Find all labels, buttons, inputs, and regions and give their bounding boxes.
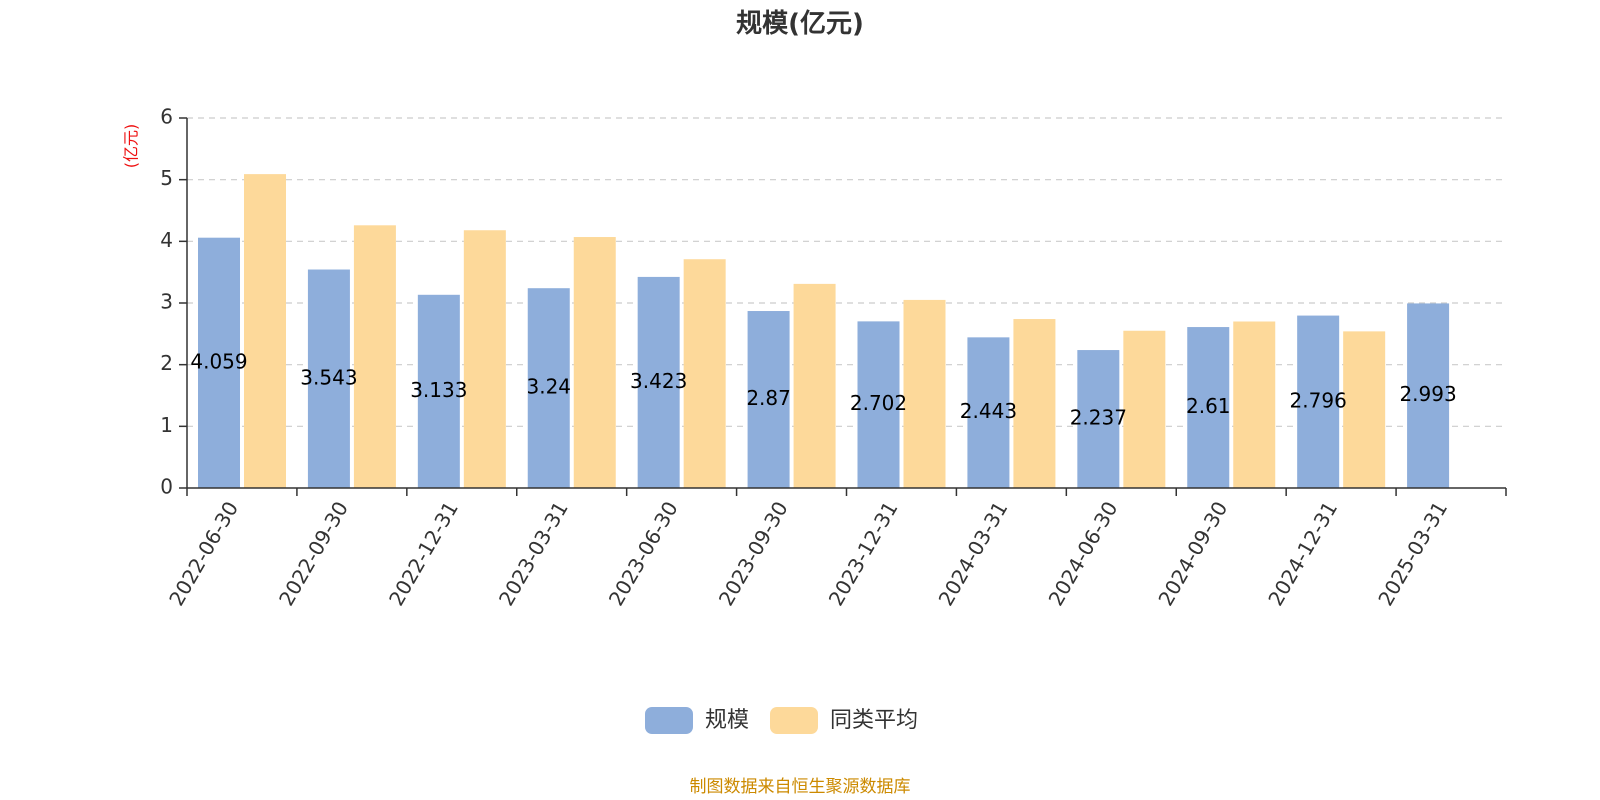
data-label: 2.796	[1290, 388, 1347, 412]
chart-title: 规模(亿元)	[736, 9, 864, 39]
data-label: 2.87	[746, 386, 791, 410]
bar-peer-average	[573, 237, 616, 488]
y-tick-label: 4	[160, 228, 173, 252]
bar-scale	[1077, 350, 1120, 488]
legend-item-peer-average[interactable]: 同类平均	[770, 707, 918, 734]
bar-peer-average	[793, 283, 836, 488]
x-tick-label: 2024-09-30	[1153, 497, 1232, 610]
bar-scale	[967, 337, 1010, 488]
bar-scale	[857, 321, 900, 488]
data-label: 2.702	[850, 391, 907, 415]
y-tick-label: 1	[160, 413, 173, 437]
x-tick-label: 2024-06-30	[1043, 497, 1122, 610]
data-label: 3.423	[630, 369, 687, 393]
bar-peer-average	[353, 225, 396, 489]
bar-scale	[1187, 327, 1230, 488]
data-label: 2.993	[1399, 382, 1456, 406]
data-label: 2.237	[1070, 406, 1127, 430]
bar-scale	[307, 269, 350, 488]
bar-scale	[637, 276, 680, 488]
y-tick-label: 6	[160, 105, 173, 129]
x-tick-label: 2025-03-31	[1373, 497, 1452, 610]
x-tick-label: 2023-12-31	[824, 497, 903, 610]
data-label: 3.133	[410, 378, 467, 402]
x-tick-label: 2022-09-30	[274, 497, 353, 610]
legend: 规模 同类平均	[645, 707, 918, 734]
y-tick-label: 5	[160, 166, 173, 190]
y-tick-label: 0	[160, 475, 173, 499]
data-label: 4.059	[190, 349, 247, 373]
data-label: 2.443	[960, 399, 1017, 423]
data-label: 3.543	[300, 365, 357, 389]
bar-scale	[747, 311, 790, 488]
x-tick-label: 2024-12-31	[1263, 497, 1342, 610]
bar-peer-average	[1233, 321, 1276, 488]
legend-item-scale[interactable]: 规模	[645, 707, 749, 734]
y-axis-unit-label: (亿元)	[122, 124, 141, 169]
bar-scale	[198, 237, 240, 488]
bar-peer-average	[1343, 331, 1386, 488]
bar-peer-average	[463, 230, 506, 488]
legend-swatch	[770, 707, 818, 734]
data-label: 2.61	[1186, 394, 1231, 418]
y-tick-label: 2	[160, 351, 173, 375]
bar-peer-average	[244, 174, 286, 488]
bar-peer-average	[1013, 319, 1056, 488]
legend-label: 规模	[705, 708, 749, 733]
bar-peer-average	[903, 299, 946, 488]
bar-scale	[527, 288, 570, 488]
source-note: 制图数据来自恒生聚源数据库	[690, 777, 911, 797]
bars	[198, 174, 1450, 489]
x-tick-label: 2023-03-31	[494, 497, 573, 610]
data-label: 3.24	[526, 375, 571, 399]
bar-scale	[417, 294, 460, 488]
x-tick-label: 2022-12-31	[384, 497, 463, 610]
data-labels: 4.059 3.543 3.133 3.24 3.423 2.87 2.702 2.443 2.…	[190, 349, 1456, 429]
legend-label: 同类平均	[830, 708, 918, 733]
bar-peer-average	[1123, 330, 1166, 488]
x-tick-label: 2023-06-30	[604, 497, 683, 610]
bar-scale	[1297, 315, 1340, 488]
bar-scale	[1407, 303, 1450, 488]
x-tick-label: 2022-06-30	[164, 497, 243, 610]
y-tick-label: 3	[160, 290, 173, 314]
bar-peer-average	[683, 259, 726, 488]
x-tick-label: 2023-09-30	[714, 497, 793, 610]
x-tick-label: 2024-03-31	[934, 497, 1013, 610]
legend-swatch	[645, 707, 693, 734]
